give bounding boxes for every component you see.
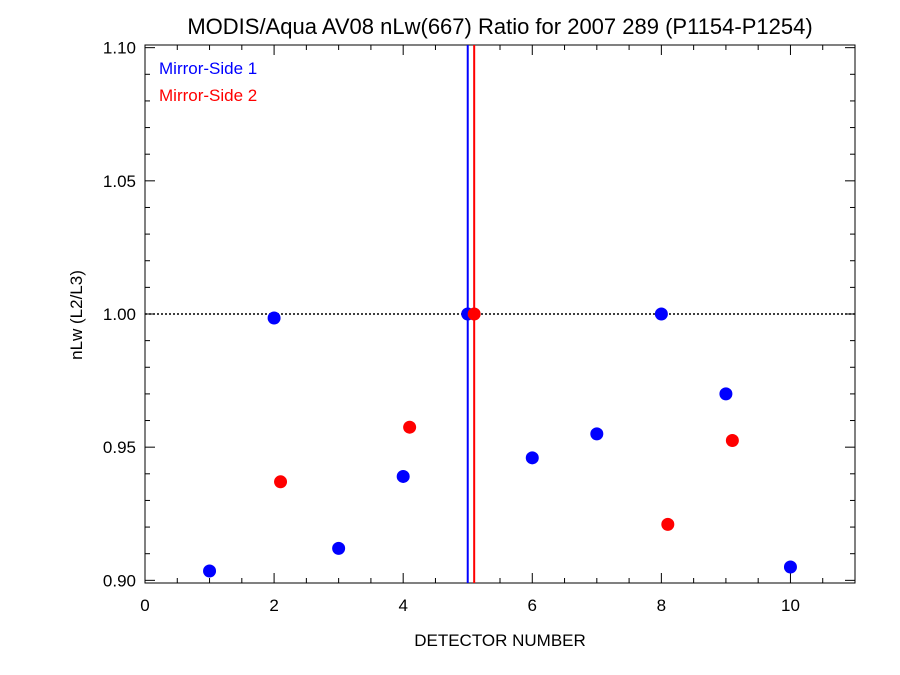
legend-item-mirror-side-2: Mirror-Side 2 bbox=[159, 86, 257, 105]
y-tick-label: 0.90 bbox=[103, 571, 136, 590]
point-series-1 bbox=[654, 307, 668, 321]
plot-border bbox=[144, 44, 856, 584]
y-tick-label: 1.10 bbox=[103, 39, 136, 58]
chart-title: MODIS/Aqua AV08 nLw(667) Ratio for 2007 … bbox=[187, 14, 812, 39]
y-tick-label: 1.05 bbox=[103, 172, 136, 191]
legend-item-mirror-side-1: Mirror-Side 1 bbox=[159, 59, 257, 78]
data-points bbox=[203, 307, 797, 578]
x-tick-label: 0 bbox=[140, 596, 149, 615]
point-series-1 bbox=[267, 311, 281, 325]
x-tick-label: 6 bbox=[528, 596, 537, 615]
x-tick-label: 8 bbox=[657, 596, 666, 615]
point-series-2 bbox=[274, 475, 288, 489]
point-series-2 bbox=[725, 434, 739, 448]
plot-frame bbox=[144, 44, 856, 584]
y-axis-label: nLw (L2/L3) bbox=[67, 270, 86, 360]
point-series-2 bbox=[661, 517, 675, 531]
point-series-1 bbox=[590, 427, 604, 441]
x-tick-label: 4 bbox=[398, 596, 407, 615]
point-series-1 bbox=[203, 564, 217, 578]
x-axis: 0 2 4 6 8 10 bbox=[140, 45, 856, 615]
point-series-1 bbox=[396, 469, 410, 483]
point-series-1 bbox=[332, 541, 346, 555]
point-series-2 bbox=[467, 307, 481, 321]
x-tick-label: 10 bbox=[781, 596, 800, 615]
legend: Mirror-Side 1 Mirror-Side 2 bbox=[159, 59, 257, 105]
point-series-1 bbox=[719, 387, 733, 401]
y-tick-label: 0.95 bbox=[103, 438, 136, 457]
y-tick-label: 1.00 bbox=[103, 305, 136, 324]
point-series-1 bbox=[525, 451, 539, 465]
x-axis-label: DETECTOR NUMBER bbox=[414, 631, 586, 650]
point-series-1 bbox=[783, 560, 797, 574]
y-axis: 0.90 0.95 1.00 1.05 1.10 bbox=[103, 39, 855, 590]
x-tick-label: 2 bbox=[269, 596, 278, 615]
point-series-2 bbox=[403, 420, 417, 434]
